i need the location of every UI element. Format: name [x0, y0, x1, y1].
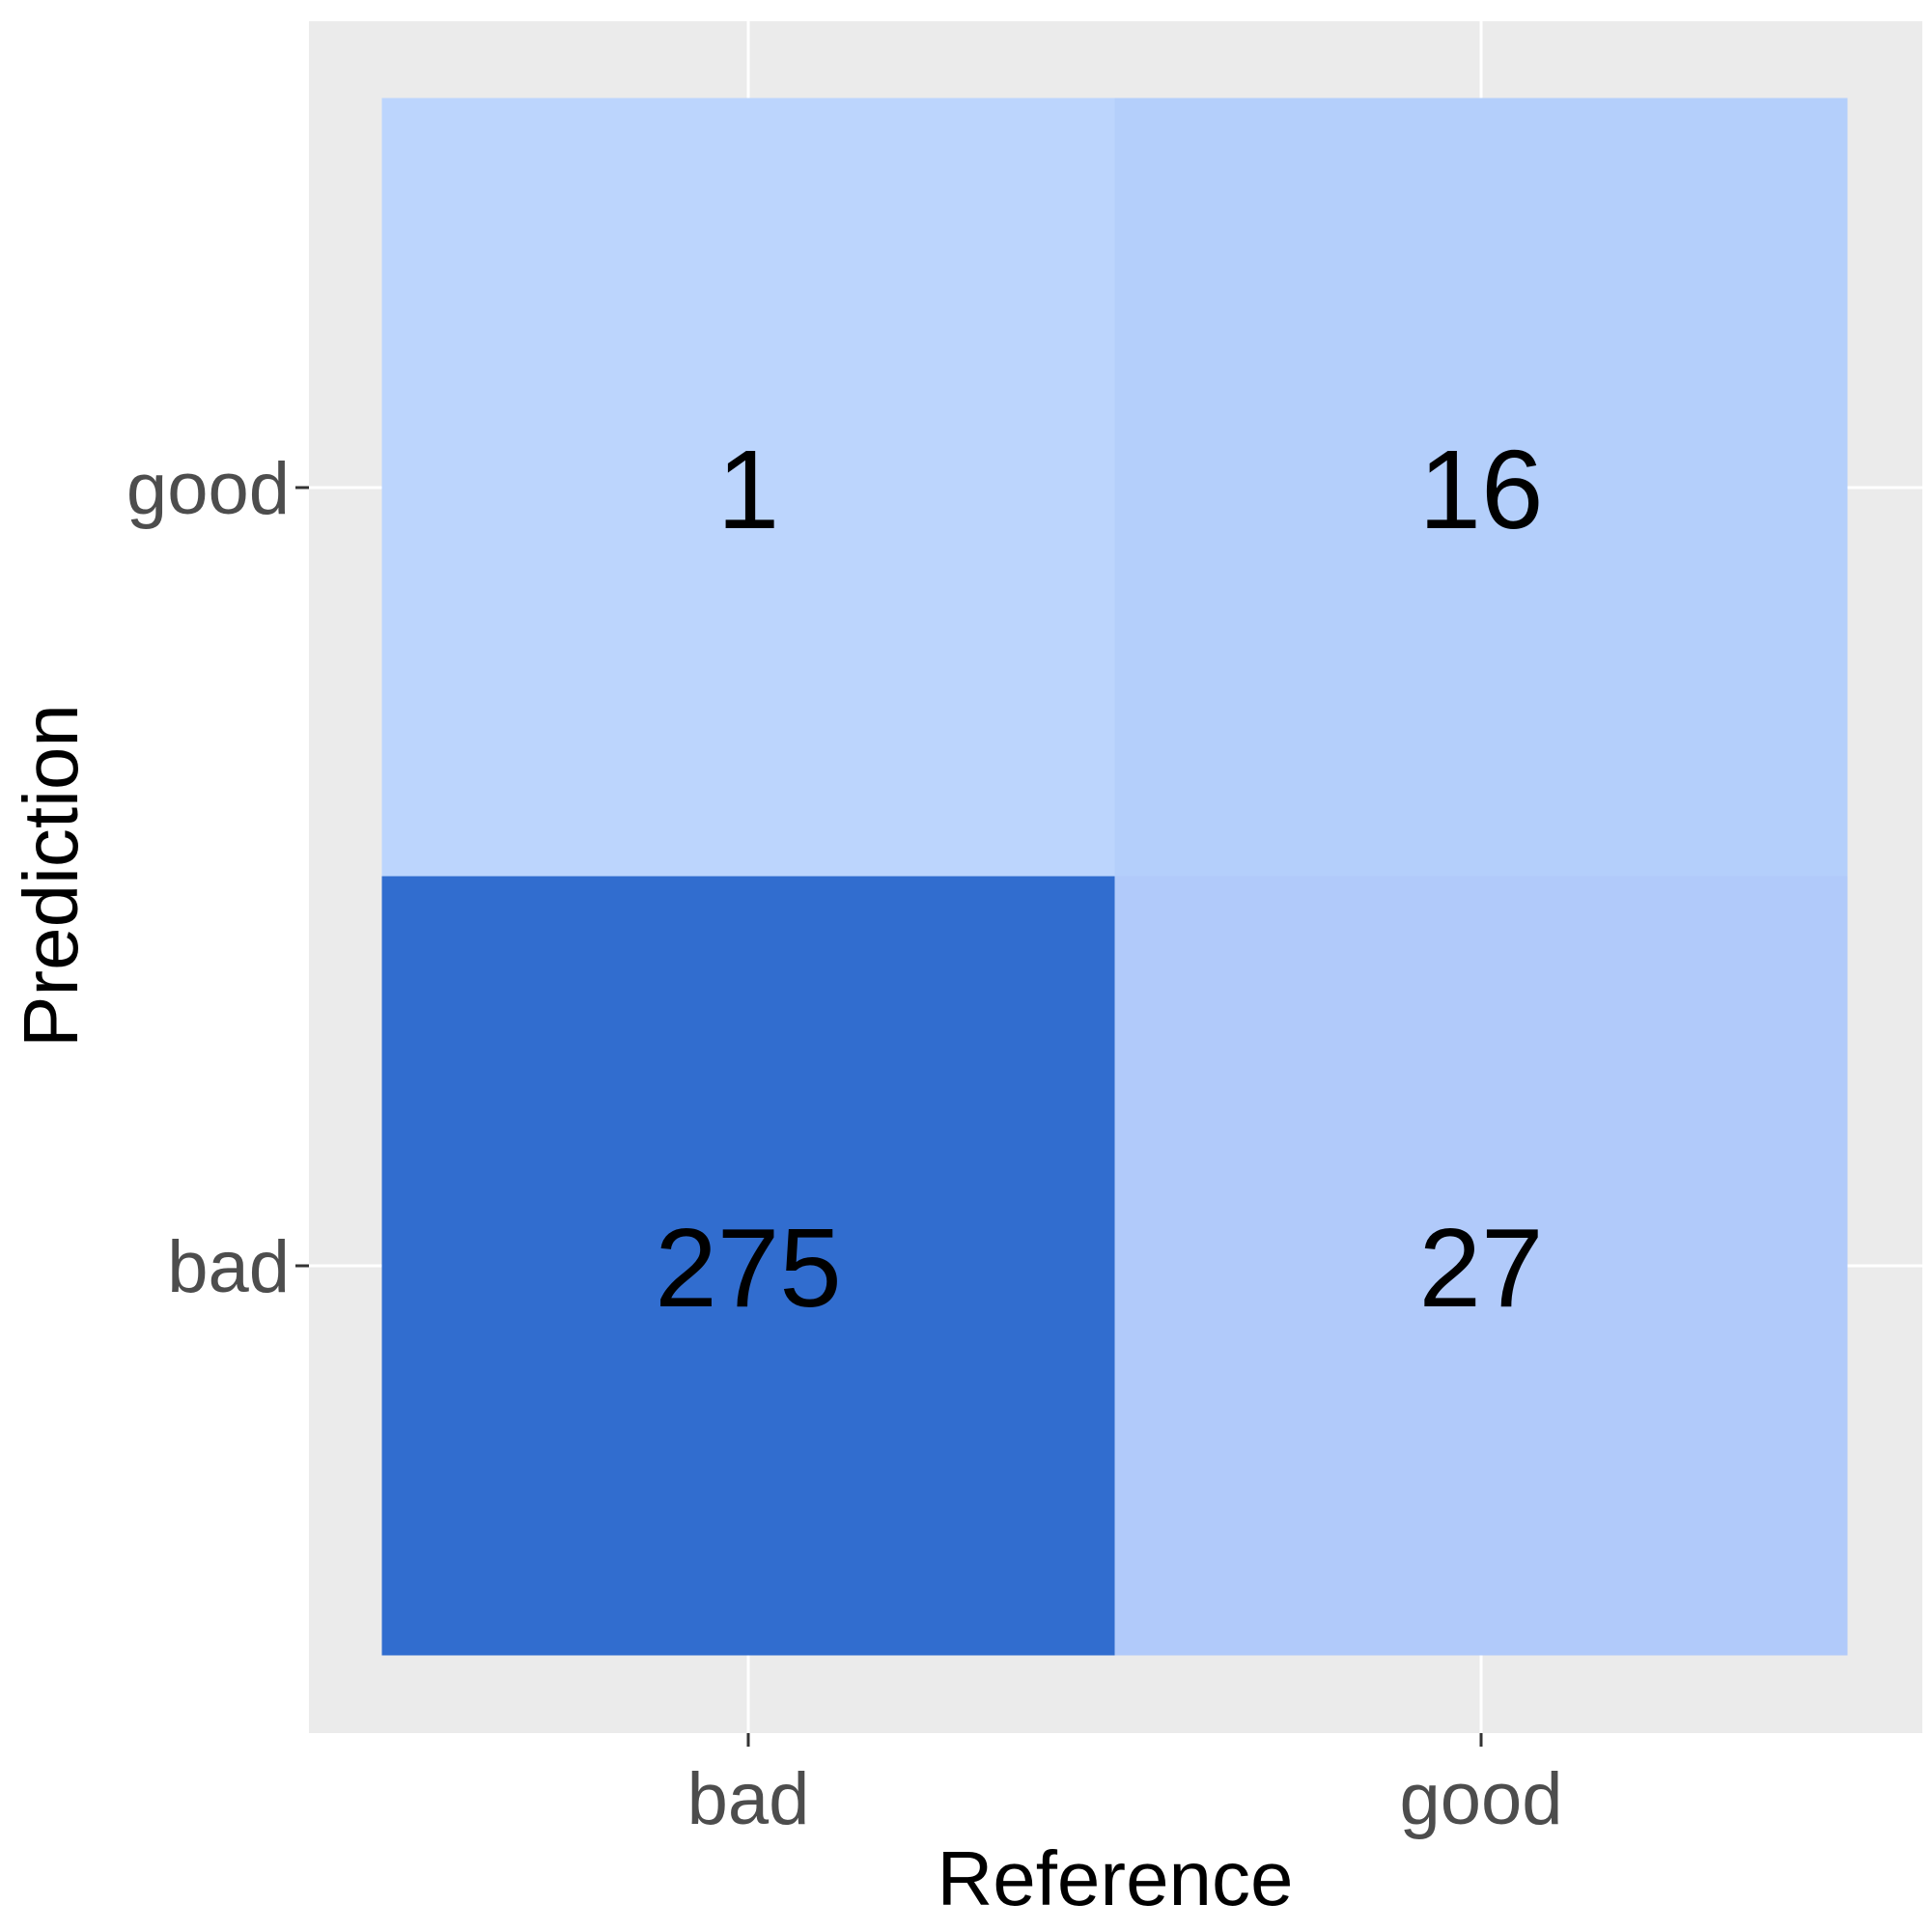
y-tick-label-good: good	[126, 448, 290, 530]
cell-labels: 1 16 275 27	[655, 427, 1543, 1330]
x-tick-label-bad: bad	[687, 1758, 810, 1840]
heatmap-cells	[381, 98, 1848, 1656]
y-tick-label-bad: bad	[167, 1226, 290, 1308]
axes: bad good bad good	[126, 448, 1563, 1840]
x-axis-title: Reference	[937, 1835, 1293, 1921]
y-axis-title: Prediction	[8, 704, 94, 1048]
x-tick-label-good: good	[1399, 1758, 1562, 1840]
cell-value-bad-good: 27	[1418, 1205, 1543, 1330]
cell-bad-bad	[381, 876, 1115, 1656]
cell-value-good-good: 16	[1418, 427, 1543, 552]
cell-bad-good	[1114, 876, 1848, 1656]
cell-value-good-bad: 1	[717, 427, 780, 552]
cell-value-bad-bad: 275	[655, 1205, 842, 1330]
cell-good-good	[1114, 98, 1848, 878]
cell-good-bad	[381, 98, 1115, 878]
